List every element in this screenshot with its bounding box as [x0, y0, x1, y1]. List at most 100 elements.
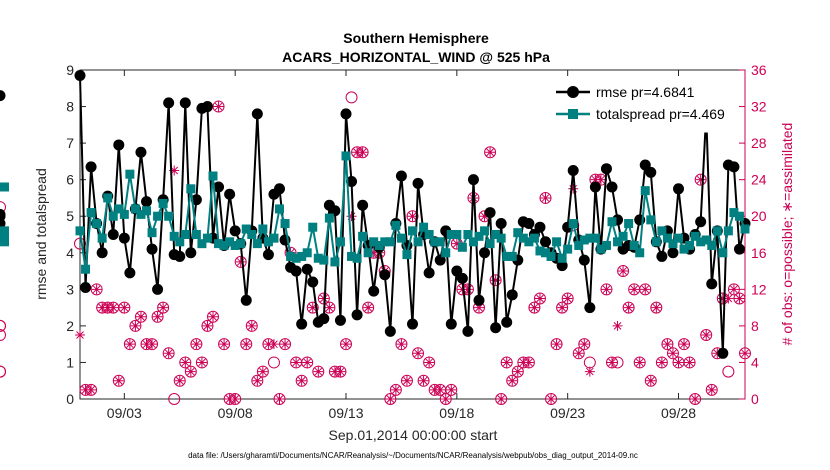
obs-assimilated-point — [91, 284, 102, 295]
obs-assimilated-point — [540, 192, 551, 203]
obs-possible-point — [722, 365, 735, 378]
obs-assimilated-point — [568, 183, 579, 194]
rmse-point — [251, 108, 263, 120]
x-tick-label: 09/08 — [218, 405, 253, 421]
totalspread-point — [275, 204, 284, 214]
totalspread-point — [291, 253, 301, 263]
rmse-point — [467, 174, 479, 186]
obs-assimilated-point — [546, 394, 557, 404]
obs-possible-point — [705, 383, 718, 396]
rmse-point — [384, 325, 396, 337]
rmse-point — [118, 232, 130, 244]
obs-assimilated-point — [612, 320, 623, 331]
totalspread-point — [574, 240, 584, 250]
obs-possible-point — [306, 301, 319, 314]
totalspread-point — [579, 235, 589, 245]
y2-tick-label: 20 — [751, 208, 767, 224]
totalspread-point — [269, 233, 279, 243]
rmse-point — [434, 254, 446, 266]
rmse-point — [606, 181, 618, 193]
totalspread-point — [723, 226, 733, 236]
totalspread-point — [535, 246, 545, 256]
obs-assimilated-point — [141, 339, 152, 350]
x-tick-label: 09/23 — [550, 405, 585, 421]
obs-assimilated-point — [523, 357, 534, 368]
totalspread-point — [679, 244, 689, 254]
obs-possible-point — [256, 365, 269, 378]
obs-assimilated-point — [246, 320, 257, 331]
y-tick-label: 7 — [66, 135, 74, 151]
legend-rmse-marker — [567, 86, 579, 98]
obs-possible-point — [151, 310, 164, 323]
totalspread-point — [280, 219, 290, 229]
obs-assimilated-point — [335, 366, 346, 377]
totalspread-point — [435, 237, 445, 247]
obs-possible-point — [207, 310, 219, 323]
obs-assimilated-point — [485, 147, 496, 158]
totalspread-point — [114, 204, 124, 214]
obs-assimilated-point — [529, 302, 540, 313]
totalspread-point — [169, 231, 179, 241]
rmse-point — [0, 90, 6, 102]
y-axis-label: rmse and totalspread — [33, 168, 49, 300]
obs-assimilated-point — [124, 339, 135, 350]
totalspread-point — [297, 251, 307, 261]
y-tick-label: 3 — [66, 281, 74, 297]
obs-assimilated-point — [656, 357, 667, 368]
totalspread-series — [0, 151, 750, 274]
obs-possible-point — [600, 283, 613, 296]
rmse-point — [146, 243, 158, 255]
obs-possible-point — [417, 374, 430, 387]
obs-assimilated-series — [75, 102, 750, 404]
totalspread-point — [92, 219, 102, 229]
obs-possible-point — [412, 347, 425, 360]
obs-assimilated-point — [446, 384, 457, 395]
rmse-point — [589, 181, 601, 193]
totalspread-point — [513, 228, 523, 238]
totalspread-point — [324, 213, 334, 223]
totalspread-point — [347, 251, 357, 261]
obs-assimilated-point — [352, 147, 363, 158]
y-tick-label: 8 — [66, 99, 74, 115]
obs-possible-point — [700, 329, 713, 342]
rmse-point — [274, 183, 285, 195]
obs-possible-point — [195, 356, 208, 369]
obs-possible-point — [0, 365, 6, 378]
totalspread-point — [480, 226, 490, 236]
obs-assimilated-point — [75, 330, 85, 341]
rmse-point — [213, 181, 225, 193]
totalspread-point — [635, 248, 645, 258]
totalspread-point — [385, 237, 395, 247]
rmse-point — [290, 265, 302, 277]
obs-possible-point — [251, 374, 264, 387]
obs-assimilated-point — [252, 375, 263, 386]
y-tick-label: 9 — [66, 62, 74, 78]
obs-assimilated-point — [590, 174, 601, 185]
y-tick-label: 6 — [66, 172, 74, 188]
obs-possible-point — [389, 383, 402, 396]
obs-possible-point — [661, 338, 674, 351]
legend-spread-label: totalspread pr=4.469 — [596, 106, 725, 122]
obs-possible-point — [400, 374, 413, 387]
rmse-point — [301, 263, 313, 275]
obs-assimilated-point — [346, 211, 357, 222]
totalspread-point — [640, 186, 650, 196]
obs-possible-point — [561, 292, 574, 305]
obs-assimilated-point — [130, 320, 141, 331]
obs-possible-point — [179, 356, 192, 369]
obs-possible-point — [528, 301, 541, 314]
rmse-point — [523, 218, 535, 230]
totalspread-point — [419, 222, 429, 232]
x-tick-label: 09/18 — [439, 405, 474, 421]
totalspread-point — [696, 237, 706, 247]
obs-assimilated-point — [196, 357, 207, 368]
x-tick-label: 09/03 — [107, 405, 142, 421]
totalspread-point — [97, 233, 107, 243]
obs-possible-point — [639, 283, 652, 296]
obs-assimilated-point — [341, 339, 351, 350]
totalspread-point — [191, 230, 201, 239]
rmse-point — [717, 347, 729, 359]
obs-assimilated-point — [357, 147, 368, 158]
obs-assimilated-point — [551, 339, 562, 350]
obs-assimilated-point — [734, 293, 745, 304]
